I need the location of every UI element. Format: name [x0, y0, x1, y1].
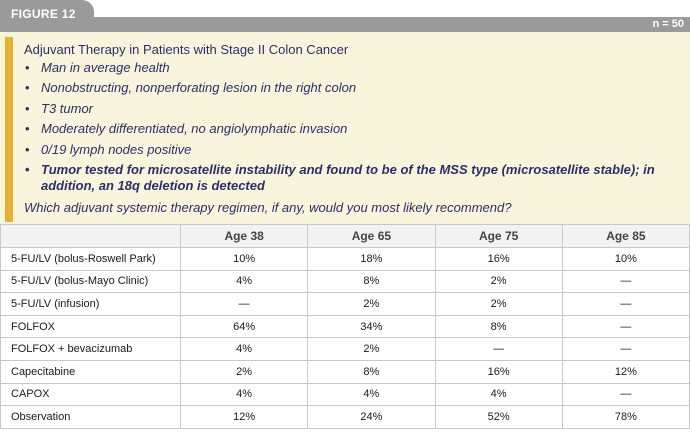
table-header-cell: Age 38: [179, 224, 309, 248]
row-label-cell: Observation: [0, 405, 181, 429]
value-cell: 16%: [434, 359, 563, 384]
value-cell: —: [434, 337, 563, 361]
bullet-icon: •: [25, 60, 30, 75]
accent-bar: [5, 37, 13, 222]
row-label-cell: 5-FU/LV (infusion): [0, 292, 181, 316]
row-label-cell: 5-FU/LV (bolus-Mayo Clinic): [0, 269, 181, 294]
figure-header-bar: n = 50: [0, 17, 690, 32]
value-cell: 12%: [179, 405, 309, 429]
value-cell: 4%: [179, 269, 309, 294]
table-row: Capecitabine 2% 8% 16% 12%: [0, 359, 690, 384]
value-cell: 8%: [434, 314, 563, 339]
bullet-icon: •: [25, 141, 30, 157]
case-bullet-item: • Tumor tested for microsatellite instabi…: [24, 162, 674, 194]
value-cell: 8%: [307, 269, 436, 294]
value-cell: —: [179, 292, 309, 316]
case-bullet-item: • Moderately differentiated, no angiolymp…: [24, 121, 674, 137]
case-bullet-item: • Nonobstructing, nonperforating lesion i…: [24, 80, 674, 96]
value-cell: 2%: [434, 269, 563, 294]
value-cell: 4%: [434, 382, 563, 407]
results-table: Age 38 Age 65 Age 75 Age 85 5-FU/LV (bolus-…: [0, 224, 690, 429]
row-label-cell: Capecitabine: [0, 359, 181, 384]
value-cell: 12%: [561, 359, 690, 384]
value-cell: 52%: [434, 405, 563, 429]
value-cell: 64%: [179, 314, 309, 339]
value-cell: 2%: [179, 359, 309, 384]
value-cell: 24%: [307, 405, 436, 429]
row-label-cell: FOLFOX + bevacizumab: [0, 337, 181, 361]
table-header-cell: Age 85: [561, 224, 690, 248]
value-cell: 4%: [307, 382, 436, 407]
value-cell: 10%: [561, 247, 690, 271]
value-cell: 16%: [434, 247, 563, 271]
bullet-icon: •: [25, 161, 30, 177]
value-cell: —: [561, 269, 690, 294]
value-cell: —: [561, 337, 690, 361]
value-cell: 2%: [434, 292, 563, 316]
table-row: Observation 12% 24% 52% 78%: [0, 405, 690, 429]
bullet-icon: •: [25, 121, 30, 137]
value-cell: 4%: [179, 337, 309, 361]
table-row: 5-FU/LV (bolus-Roswell Park) 10% 18% 16% 10%: [0, 247, 690, 271]
table-header-row: Age 38 Age 65 Age 75 Age 85: [0, 224, 690, 248]
value-cell: —: [561, 382, 690, 407]
figure-tab: FIGURE 12: [0, 0, 94, 26]
case-bullet-text: Tumor tested for microsatellite instabil…: [41, 161, 655, 193]
value-cell: —: [561, 292, 690, 316]
value-cell: 4%: [179, 382, 309, 407]
value-cell: 18%: [307, 247, 436, 271]
row-label-cell: FOLFOX: [0, 314, 181, 339]
case-description-panel: [0, 32, 690, 224]
row-label-cell: 5-FU/LV (bolus-Roswell Park): [0, 247, 181, 271]
value-cell: 34%: [307, 314, 436, 339]
case-bullet-item: • T3 tumor: [24, 101, 674, 117]
table-row: FOLFOX 64% 34% 8% —: [0, 314, 690, 339]
case-bullet-text: T3 tumor: [41, 100, 94, 116]
figure-label: FIGURE 12: [11, 7, 76, 21]
case-bullet-item: • Man in average health: [24, 60, 674, 76]
case-bullet-item: • 0/19 lymph nodes positive: [24, 142, 674, 158]
table-header-blank: [0, 224, 181, 248]
case-bullet-list: • Man in average health • Nonobstructing, n…: [24, 60, 674, 198]
table-row: 5-FU/LV (infusion) —2% 2% —: [0, 292, 690, 316]
value-cell: 8%: [307, 359, 436, 384]
table-header-cell: Age 75: [434, 224, 563, 248]
case-bullet-text: Man in average health: [41, 60, 170, 75]
bullet-icon: •: [25, 100, 30, 116]
case-bullet-text: Nonobstructing, nonperforating lesion in…: [41, 80, 357, 96]
table-row: FOLFOX + bevacizumab 4% 2% — —: [0, 337, 690, 361]
bullet-icon: •: [25, 80, 30, 96]
value-cell: 2%: [307, 292, 436, 316]
case-title: Adjuvant Therapy in Patients with Stage …: [24, 42, 349, 57]
case-bullet-text: Moderately differentiated, no angiolymph…: [41, 121, 348, 137]
value-cell: 78%: [561, 405, 690, 429]
case-question: Which adjuvant systemic therapy regimen,…: [24, 200, 512, 215]
case-bullet-text: 0/19 lymph nodes positive: [41, 141, 192, 157]
table-row: 5-FU/LV (bolus-Mayo Clinic) 4% 8% 2% —: [0, 269, 690, 294]
value-cell: 10%: [179, 247, 309, 271]
table-header-cell: Age 65: [307, 224, 436, 248]
value-cell: 2%: [307, 337, 436, 361]
table-row: CAPOX 4% 4% 4% —: [0, 382, 690, 407]
table-body: 5-FU/LV (bolus-Roswell Park) 10% 18% 16% 10%…: [0, 247, 690, 429]
row-label-cell: CAPOX: [0, 382, 181, 407]
sample-size-label: n = 50: [652, 18, 685, 30]
value-cell: —: [561, 314, 690, 339]
